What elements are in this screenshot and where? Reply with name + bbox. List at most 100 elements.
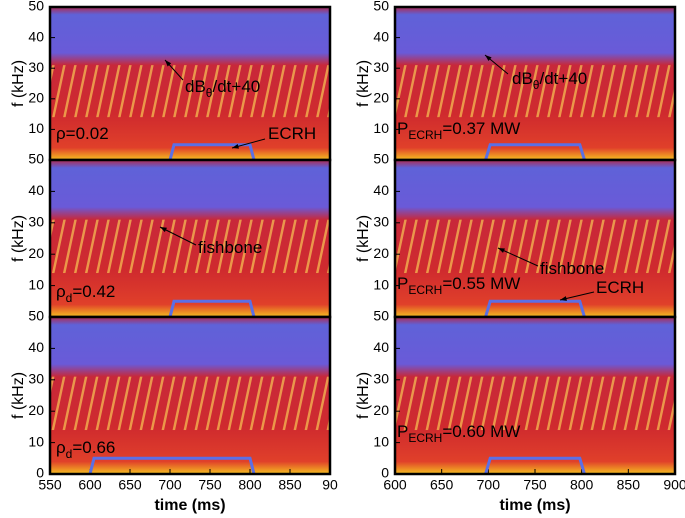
y-tick-label: 20: [28, 90, 44, 106]
annotation-text: dB: [185, 77, 206, 96]
annotation: dBθ/dt+40: [512, 69, 587, 92]
annotation-text: =0.37 MW: [442, 119, 520, 138]
y-tick-label: 20: [28, 245, 44, 261]
x-tick-label: 850: [278, 477, 302, 493]
annotation-text: ρ: [56, 438, 66, 457]
y-tick-label: 20: [373, 245, 389, 261]
annotation-text: =0.66: [72, 438, 115, 457]
annotation: ρ=0.02: [56, 124, 109, 143]
annotation-arrow: [497, 247, 539, 267]
annotation-text: ρ=0.02: [56, 124, 109, 143]
y-tick-label: 50: [373, 308, 389, 324]
y-tick-label: 40: [373, 339, 389, 355]
annotation: dBθ/dt+40: [185, 77, 260, 100]
annotation: ECRH: [596, 278, 644, 297]
ecrh-trace: [484, 299, 586, 318]
x-tick-label: 750: [523, 477, 547, 493]
arrow-head: [232, 143, 239, 149]
annotation: PECRH=0.55 MW: [397, 274, 520, 297]
spectrogram-streaks: [395, 65, 675, 118]
x-tick-label: 900: [663, 477, 685, 493]
ecrh-trace: [484, 456, 586, 475]
x-tick-label: 700: [158, 477, 182, 493]
spectrogram-streaks: [50, 376, 330, 431]
annotation: PECRH=0.37 MW: [397, 119, 520, 142]
y-tick-label: 0: [36, 465, 44, 481]
y-tick-label: 40: [28, 28, 44, 44]
annotation-text: P: [397, 422, 408, 441]
annotation-text: =0.55 MW: [442, 274, 520, 293]
y-tick-label: 40: [28, 339, 44, 355]
annotation-text: /dt+40: [212, 77, 260, 96]
y-axis-label: f (kHz): [10, 372, 27, 419]
y-tick-label: 30: [28, 59, 44, 75]
annotation-arrow: [159, 226, 197, 246]
ecrh-trace: [168, 299, 256, 318]
x-axis-label: time (ms): [499, 497, 570, 514]
y-axis-label: f (kHz): [355, 372, 372, 419]
x-tick-label: 600: [78, 477, 102, 493]
annotation-subscript: ECRH: [408, 431, 442, 445]
y-tick-label: 40: [373, 28, 389, 44]
annotation-text: P: [397, 274, 408, 293]
y-tick-label: 30: [373, 214, 389, 230]
x-tick-label: 650: [118, 477, 142, 493]
y-tick-label: 10: [28, 433, 44, 449]
x-tick-label: 90: [322, 477, 338, 493]
annotation-text: ECRH: [268, 124, 316, 143]
annotation: ECRH: [268, 124, 316, 143]
x-tick-label: 800: [570, 477, 594, 493]
y-tick-label: 50: [28, 151, 44, 167]
x-tick-label: 850: [617, 477, 641, 493]
ecrh-trace: [168, 143, 256, 161]
annotation-text: =0.60 MW: [442, 422, 520, 441]
y-tick-label: 50: [28, 0, 44, 14]
annotation-text: fishbone: [198, 238, 262, 257]
spectrogram-streaks: [395, 376, 675, 431]
annotation: ρd=0.66: [56, 438, 115, 461]
y-tick-label: 10: [373, 120, 389, 136]
annotation: fishbone: [540, 259, 604, 278]
arrow-head: [485, 55, 492, 62]
y-axis-label: f (kHz): [355, 215, 372, 262]
y-axis-label: f (kHz): [10, 60, 27, 107]
annotation-subscript: d: [66, 291, 73, 305]
x-axis-label: time (ms): [154, 497, 225, 514]
annotation-text: /dt+40: [539, 69, 587, 88]
annotation-subscript: ECRH: [408, 283, 442, 297]
arrow-head: [498, 248, 505, 253]
annotation-subscript: ECRH: [408, 128, 442, 142]
annotation-text: P: [397, 119, 408, 138]
y-tick-label: 40: [28, 182, 44, 198]
annotation-text: ρ: [56, 282, 66, 301]
annotation-text: fishbone: [540, 259, 604, 278]
x-tick-label: 800: [238, 477, 262, 493]
panel-frame: [393, 315, 677, 476]
y-tick-label: 10: [373, 433, 389, 449]
y-tick-label: 50: [28, 308, 44, 324]
annotation-subscript: θ: [533, 78, 540, 92]
x-tick-label: 750: [198, 477, 222, 493]
y-tick-label: 30: [373, 59, 389, 75]
y-tick-label: 20: [373, 402, 389, 418]
annotation-text: ECRH: [596, 278, 644, 297]
annotation-text: =0.42: [72, 282, 115, 301]
annotation: fishbone: [198, 238, 262, 257]
y-tick-label: 10: [373, 276, 389, 292]
y-tick-label: 20: [28, 402, 44, 418]
annotation: PECRH=0.60 MW: [397, 422, 520, 445]
panel-frame: [48, 315, 332, 476]
y-tick-label: 10: [28, 276, 44, 292]
arrow-head: [165, 60, 172, 67]
ecrh-trace: [484, 143, 586, 161]
y-tick-label: 40: [373, 182, 389, 198]
annotation-text: dB: [512, 69, 533, 88]
y-tick-label: 50: [373, 151, 389, 167]
annotation-subscript: d: [66, 447, 73, 461]
arrow-head: [560, 296, 567, 301]
y-tick-label: 30: [373, 371, 389, 387]
y-tick-label: 30: [28, 214, 44, 230]
spectrogram-streaks: [50, 219, 330, 274]
y-axis-label: f (kHz): [355, 60, 372, 107]
